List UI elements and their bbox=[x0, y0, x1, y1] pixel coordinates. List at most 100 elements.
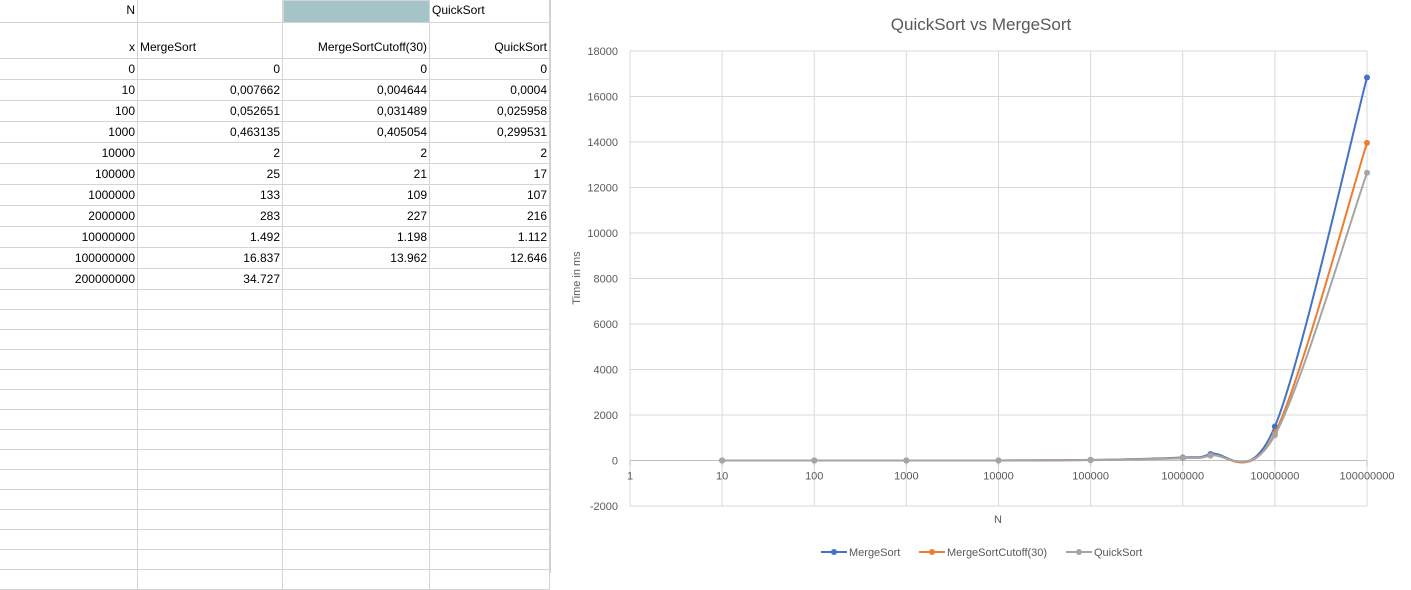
table-cell-col-mergesort-cutoff[interactable]: 109 bbox=[283, 185, 430, 206]
table-cell-col-x[interactable]: 10000000 bbox=[0, 227, 138, 248]
empty-cell[interactable] bbox=[430, 330, 550, 350]
empty-cell[interactable] bbox=[283, 510, 430, 530]
empty-cell[interactable] bbox=[430, 570, 550, 590]
empty-cell[interactable] bbox=[0, 570, 138, 590]
empty-cell[interactable] bbox=[138, 290, 283, 310]
empty-cell[interactable] bbox=[0, 430, 138, 450]
header-x[interactable]: x bbox=[0, 23, 138, 59]
empty-cell[interactable] bbox=[283, 330, 430, 350]
empty-cell[interactable] bbox=[138, 490, 283, 510]
table-cell-col-mergesort-cutoff[interactable]: 227 bbox=[283, 206, 430, 227]
empty-cell[interactable] bbox=[283, 490, 430, 510]
empty-cell[interactable] bbox=[138, 390, 283, 410]
empty-cell[interactable] bbox=[283, 370, 430, 390]
chart-panel[interactable]: QuickSort vs MergeSort -2000 0 2000 4000 600… bbox=[550, 0, 1411, 573]
empty-cell[interactable] bbox=[138, 510, 283, 530]
table-cell-col-mergesort[interactable]: 1.492 bbox=[138, 227, 283, 248]
table-cell-col-quicksort[interactable]: 12.646 bbox=[430, 248, 550, 269]
header-quicksort[interactable]: QuickSort bbox=[430, 23, 550, 59]
empty-cell[interactable] bbox=[430, 350, 550, 370]
table-cell-col-mergesort[interactable]: 133 bbox=[138, 185, 283, 206]
table-cell-col-mergesort-cutoff[interactable]: 13.962 bbox=[283, 248, 430, 269]
empty-cell[interactable] bbox=[430, 510, 550, 530]
empty-cell[interactable] bbox=[283, 530, 430, 550]
empty-cell[interactable] bbox=[0, 470, 138, 490]
empty-cell[interactable] bbox=[138, 570, 283, 590]
empty-cell[interactable] bbox=[430, 410, 550, 430]
table-cell-col-x[interactable]: 100000000 bbox=[0, 248, 138, 269]
table-cell-col-quicksort[interactable]: 0,299531 bbox=[430, 122, 550, 143]
table-cell-col-mergesort[interactable]: 16.837 bbox=[138, 248, 283, 269]
table-cell-col-quicksort[interactable] bbox=[430, 269, 550, 290]
empty-cell[interactable] bbox=[0, 510, 138, 530]
empty-cell[interactable] bbox=[138, 550, 283, 570]
table-cell-col-quicksort[interactable]: 0 bbox=[430, 59, 550, 80]
empty-cell[interactable] bbox=[138, 450, 283, 470]
empty-cell[interactable] bbox=[283, 430, 430, 450]
empty-cell[interactable] bbox=[0, 390, 138, 410]
empty-cell[interactable] bbox=[430, 430, 550, 450]
empty-cell[interactable] bbox=[430, 490, 550, 510]
table-cell-col-mergesort-cutoff[interactable]: 1.198 bbox=[283, 227, 430, 248]
table-cell-col-x[interactable]: 1000 bbox=[0, 122, 138, 143]
header-mergesort[interactable]: MergeSort bbox=[138, 23, 283, 59]
table-cell-col-quicksort[interactable]: 0,0004 bbox=[430, 80, 550, 101]
empty-cell[interactable] bbox=[430, 470, 550, 490]
empty-cell[interactable] bbox=[138, 530, 283, 550]
table-cell-col-mergesort[interactable]: 25 bbox=[138, 164, 283, 185]
table-cell-col-quicksort[interactable]: 107 bbox=[430, 185, 550, 206]
empty-cell[interactable] bbox=[138, 370, 283, 390]
empty-cell[interactable] bbox=[0, 490, 138, 510]
table-cell-col-x[interactable]: 10 bbox=[0, 80, 138, 101]
cell-d1[interactable]: QuickSort bbox=[430, 0, 550, 23]
table-cell-col-quicksort[interactable]: 2 bbox=[430, 143, 550, 164]
table-cell-col-x[interactable]: 0 bbox=[0, 59, 138, 80]
empty-cell[interactable] bbox=[283, 570, 430, 590]
table-cell-col-mergesort[interactable]: 2 bbox=[138, 143, 283, 164]
cell-c1-selected[interactable] bbox=[283, 0, 430, 23]
table-cell-col-mergesort[interactable]: 283 bbox=[138, 206, 283, 227]
table-cell-col-quicksort[interactable]: 216 bbox=[430, 206, 550, 227]
table-cell-col-x[interactable]: 100 bbox=[0, 101, 138, 122]
empty-cell[interactable] bbox=[283, 450, 430, 470]
empty-cell[interactable] bbox=[0, 450, 138, 470]
empty-cell[interactable] bbox=[430, 290, 550, 310]
table-cell-col-mergesort-cutoff[interactable]: 0 bbox=[283, 59, 430, 80]
cell-b1[interactable] bbox=[138, 0, 283, 23]
empty-cell[interactable] bbox=[0, 530, 138, 550]
table-cell-col-x[interactable]: 10000 bbox=[0, 143, 138, 164]
table-cell-col-mergesort-cutoff[interactable]: 0,004644 bbox=[283, 80, 430, 101]
empty-cell[interactable] bbox=[430, 450, 550, 470]
table-cell-col-mergesort[interactable]: 0,052651 bbox=[138, 101, 283, 122]
table-cell-col-mergesort[interactable]: 0,007662 bbox=[138, 80, 283, 101]
table-cell-col-mergesort[interactable]: 0 bbox=[138, 59, 283, 80]
empty-cell[interactable] bbox=[283, 310, 430, 330]
empty-cell[interactable] bbox=[0, 550, 138, 570]
empty-cell[interactable] bbox=[430, 370, 550, 390]
empty-cell[interactable] bbox=[138, 470, 283, 490]
table-cell-col-x[interactable]: 1000000 bbox=[0, 185, 138, 206]
empty-cell[interactable] bbox=[283, 550, 430, 570]
empty-cell[interactable] bbox=[0, 290, 138, 310]
table-cell-col-x[interactable]: 200000000 bbox=[0, 269, 138, 290]
table-cell-col-mergesort-cutoff[interactable]: 21 bbox=[283, 164, 430, 185]
empty-cell[interactable] bbox=[430, 310, 550, 330]
empty-cell[interactable] bbox=[283, 470, 430, 490]
table-cell-col-mergesort-cutoff[interactable] bbox=[283, 269, 430, 290]
empty-cell[interactable] bbox=[0, 350, 138, 370]
empty-cell[interactable] bbox=[0, 410, 138, 430]
empty-cell[interactable] bbox=[138, 410, 283, 430]
table-cell-col-mergesort-cutoff[interactable]: 0,405054 bbox=[283, 122, 430, 143]
empty-cell[interactable] bbox=[430, 390, 550, 410]
empty-cell[interactable] bbox=[430, 550, 550, 570]
empty-cell[interactable] bbox=[283, 390, 430, 410]
empty-cell[interactable] bbox=[138, 330, 283, 350]
empty-cell[interactable] bbox=[283, 350, 430, 370]
header-mergesort-cutoff[interactable]: MergeSortCutoff(30) bbox=[283, 23, 430, 59]
empty-cell[interactable] bbox=[0, 310, 138, 330]
table-cell-col-x[interactable]: 100000 bbox=[0, 164, 138, 185]
table-cell-col-quicksort[interactable]: 0,025958 bbox=[430, 101, 550, 122]
empty-cell[interactable] bbox=[0, 330, 138, 350]
cell-a1[interactable]: N bbox=[0, 0, 138, 23]
empty-cell[interactable] bbox=[430, 530, 550, 550]
